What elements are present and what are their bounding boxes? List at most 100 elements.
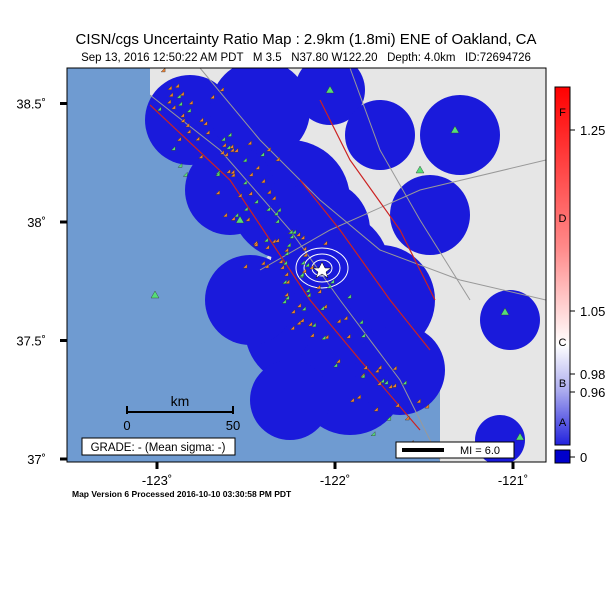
station	[235, 215, 245, 224]
station	[264, 263, 269, 269]
station	[295, 231, 301, 237]
station	[319, 305, 325, 311]
station	[321, 335, 326, 340]
lat-tick-label: 37.5˚	[16, 334, 46, 349]
station	[283, 247, 289, 252]
station	[253, 241, 259, 247]
station	[271, 238, 277, 244]
station	[402, 380, 407, 385]
station	[182, 171, 188, 177]
station	[276, 207, 282, 212]
station	[219, 149, 225, 155]
station	[299, 271, 304, 277]
station	[387, 383, 393, 389]
lon-tick-label: -123˚	[142, 473, 172, 488]
station	[237, 192, 243, 198]
station	[309, 264, 314, 270]
scale-unit: km	[171, 393, 190, 409]
grade-letter: C	[559, 337, 567, 349]
station	[229, 147, 235, 153]
station	[360, 332, 366, 338]
station	[282, 260, 288, 265]
map-subtitle: Sep 13, 2016 12:50:22 AM PDT M 3.5 N37.8…	[81, 52, 531, 64]
station	[392, 365, 397, 371]
station	[285, 279, 290, 284]
epicenter	[312, 261, 332, 279]
station	[290, 308, 296, 314]
station	[416, 398, 421, 404]
station	[329, 278, 335, 284]
colorbar-tick-label: 1.25	[580, 123, 605, 138]
station	[377, 364, 382, 370]
colorbar-tick-label: 0.96	[580, 385, 605, 400]
footer: Map Version 6 Processed 2016-10-10 03:30…	[72, 489, 292, 499]
scale-tick	[232, 406, 234, 414]
station	[265, 206, 271, 212]
station	[253, 198, 259, 204]
station	[345, 333, 351, 339]
station	[260, 178, 266, 184]
station	[291, 229, 297, 234]
lon-tick-label: -122˚	[320, 473, 350, 488]
station	[358, 319, 364, 325]
station	[167, 85, 173, 90]
station	[301, 268, 307, 273]
station	[304, 262, 310, 267]
stations	[150, 68, 525, 445]
station	[271, 195, 276, 201]
station	[220, 136, 226, 142]
scale-tick	[126, 406, 128, 414]
station	[283, 291, 289, 297]
station	[450, 125, 460, 134]
grade-box	[81, 437, 236, 456]
station	[233, 147, 239, 153]
station	[205, 129, 210, 135]
station	[346, 293, 352, 299]
station	[247, 140, 252, 145]
station	[227, 132, 232, 137]
station	[360, 373, 366, 379]
station	[335, 358, 341, 364]
station	[247, 190, 253, 196]
station	[307, 321, 313, 327]
station	[296, 302, 302, 308]
station	[278, 258, 283, 264]
station	[404, 415, 410, 421]
station	[274, 218, 280, 224]
station	[219, 86, 224, 92]
station	[242, 179, 248, 185]
scale-label: 50	[226, 418, 240, 433]
station	[177, 101, 183, 106]
station	[225, 168, 231, 174]
station	[415, 165, 425, 174]
station	[299, 317, 305, 323]
station	[223, 151, 229, 157]
station	[370, 431, 376, 436]
station	[171, 104, 176, 110]
station	[311, 322, 317, 328]
station	[174, 83, 180, 88]
station	[198, 117, 204, 122]
station	[325, 85, 335, 94]
station	[245, 216, 250, 222]
station	[225, 144, 231, 150]
station	[176, 136, 182, 142]
station	[383, 379, 389, 385]
scale-bar: km 0 50	[123, 393, 240, 433]
station	[170, 145, 176, 151]
station	[394, 402, 400, 408]
lat-tick-label: 38.5˚	[16, 97, 46, 112]
station	[222, 212, 228, 218]
station	[266, 146, 271, 152]
station	[356, 394, 361, 399]
station	[343, 315, 348, 321]
station	[221, 142, 227, 148]
station	[202, 120, 208, 126]
station	[362, 364, 368, 370]
station	[386, 415, 392, 421]
map-frame	[66, 67, 547, 463]
station	[500, 307, 510, 316]
station	[188, 99, 194, 105]
station	[156, 106, 162, 111]
station	[289, 233, 294, 239]
